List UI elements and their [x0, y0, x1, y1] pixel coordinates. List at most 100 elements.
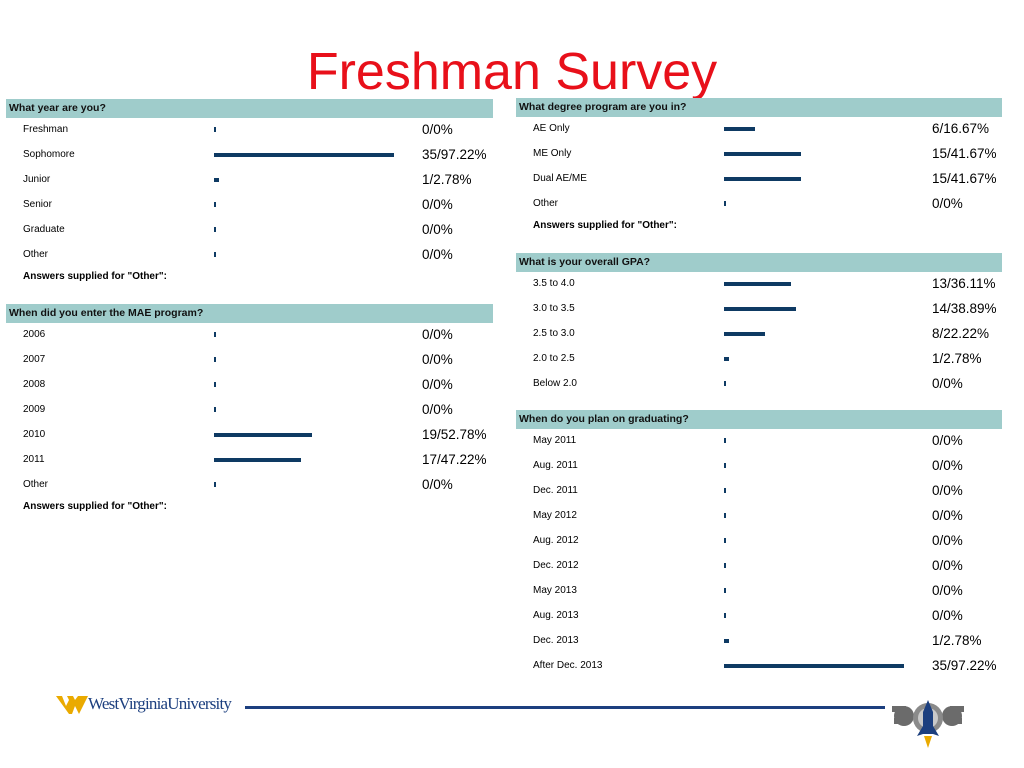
response-count: 0/0% — [932, 433, 963, 448]
option-row-2009: 2009 0/0% — [6, 398, 493, 423]
option-label: ME Only — [533, 148, 572, 159]
response-count: 0/0% — [422, 247, 453, 262]
option-row-2006: 2006 0/0% — [6, 323, 493, 348]
option-label: Sophomore — [23, 149, 75, 160]
option-label: 2011 — [23, 454, 45, 465]
option-row-dec-2013: Dec. 2013 1/2.78% — [516, 629, 1002, 654]
option-label: Senior — [23, 199, 52, 210]
response-count: 0/0% — [422, 122, 453, 137]
left-survey-column: What year are you? Freshman 0/0% Sophomore 3… — [6, 99, 493, 534]
response-bar — [724, 488, 726, 493]
option-label: Dec. 2012 — [533, 560, 579, 571]
response-bar — [724, 463, 726, 468]
option-row-aug-2013: Aug. 2013 0/0% — [516, 604, 1002, 629]
option-label: 2008 — [23, 379, 46, 390]
response-bar — [214, 382, 216, 387]
response-count: 8/22.22% — [932, 326, 990, 341]
response-count: 0/0% — [422, 377, 453, 392]
question-header: What year are you? — [6, 99, 493, 118]
response-bar — [724, 381, 726, 386]
section-gap — [6, 291, 493, 304]
option-label: Other — [533, 198, 559, 209]
option-row-3-5-to-4-0: 3.5 to 4.0 13/36.11% — [516, 272, 1002, 297]
response-count: 0/0% — [422, 197, 453, 212]
response-count: 17/47.22% — [422, 452, 487, 467]
question-header: When do you plan on graduating? — [516, 410, 1002, 429]
response-bar — [724, 639, 729, 643]
response-count: 0/0% — [932, 376, 963, 391]
response-count: 0/0% — [932, 583, 963, 598]
option-row-dec-2012: Dec. 2012 0/0% — [516, 554, 1002, 579]
response-bar — [724, 152, 801, 156]
response-bar — [214, 127, 216, 132]
option-label: Dual AE/ME — [533, 173, 587, 184]
option-label: Aug. 2011 — [533, 460, 578, 471]
option-row-3-0-to-3-5: 3.0 to 3.5 14/38.89% — [516, 297, 1002, 322]
question-block: What year are you? Freshman 0/0% Sophomore 3… — [6, 99, 493, 304]
response-count: 19/52.78% — [422, 427, 487, 442]
option-row-dual-ae-me: Dual AE/ME 15/41.67% — [516, 167, 1002, 192]
response-bar — [724, 664, 904, 668]
response-count: 0/0% — [422, 477, 453, 492]
option-row-2011: 2011 17/47.22% — [6, 448, 493, 473]
other-answers-note: Answers supplied for "Other": — [6, 268, 493, 291]
option-row-ae-only: AE Only 6/16.67% — [516, 117, 1002, 142]
option-row-may-2011: May 2011 0/0% — [516, 429, 1002, 454]
response-count: 0/0% — [422, 327, 453, 342]
response-bar — [724, 201, 726, 206]
response-bar — [214, 332, 216, 337]
response-bar — [724, 563, 726, 568]
question-header: What is your overall GPA? — [516, 253, 1002, 272]
option-label: Freshman — [23, 124, 69, 135]
option-label: Graduate — [23, 224, 65, 235]
option-label: 3.0 to 3.5 — [533, 303, 575, 314]
option-row-2-0-to-2-5: 2.0 to 2.5 1/2.78% — [516, 347, 1002, 372]
option-label: Aug. 2013 — [533, 610, 579, 621]
option-row-graduate: Graduate 0/0% — [6, 218, 493, 243]
question-header: When did you enter the MAE program? — [6, 304, 493, 323]
response-bar — [214, 252, 216, 257]
response-count: 0/0% — [932, 608, 963, 623]
option-row-other: Other 0/0% — [6, 473, 493, 498]
response-bar — [724, 357, 729, 361]
response-bar — [214, 458, 301, 462]
option-label: Junior — [23, 174, 51, 185]
option-row-me-only: ME Only 15/41.67% — [516, 142, 1002, 167]
option-label: After Dec. 2013 — [533, 660, 603, 671]
section-gap — [6, 521, 493, 534]
response-count: 1/2.78% — [932, 351, 982, 366]
response-count: 0/0% — [932, 508, 963, 523]
option-label: AE Only — [533, 123, 570, 134]
option-label: Below 2.0 — [533, 378, 577, 389]
option-label: May 2011 — [533, 435, 577, 446]
slide-title: Freshman Survey — [306, 43, 718, 101]
option-label: Dec. 2011 — [533, 485, 578, 496]
option-row-senior: Senior 0/0% — [6, 193, 493, 218]
option-row-freshman: Freshman 0/0% — [6, 118, 493, 143]
response-count: 35/97.22% — [932, 658, 997, 673]
response-bar — [724, 127, 755, 131]
university-name: WestVirginiaUniversity — [88, 694, 232, 713]
option-label: May 2013 — [533, 585, 577, 596]
response-bar — [724, 513, 726, 518]
response-bar — [214, 227, 216, 232]
option-row-below-2-0: Below 2.0 0/0% — [516, 372, 1002, 397]
response-bar — [214, 407, 216, 412]
other-answers-label: Answers supplied for "Other": — [23, 501, 167, 512]
option-label: 3.5 to 4.0 — [533, 278, 575, 289]
response-count: 13/36.11% — [932, 276, 996, 291]
option-row-may-2013: May 2013 0/0% — [516, 579, 1002, 604]
question-block: What degree program are you in? AE Only 6/… — [516, 98, 1002, 253]
response-count: 0/0% — [932, 458, 963, 473]
response-count: 35/97.22% — [422, 147, 487, 162]
response-bar — [724, 282, 791, 286]
option-row-2010: 2010 19/52.78% — [6, 423, 493, 448]
response-bar — [214, 178, 219, 182]
option-row-dec-2011: Dec. 2011 0/0% — [516, 479, 1002, 504]
response-bar — [724, 613, 726, 618]
option-row-may-2012: May 2012 0/0% — [516, 504, 1002, 529]
response-count: 0/0% — [932, 196, 963, 211]
response-bar — [214, 482, 216, 487]
response-count: 15/41.67% — [932, 146, 997, 161]
wvu-logo: WestVirginiaUniversity — [56, 690, 256, 722]
